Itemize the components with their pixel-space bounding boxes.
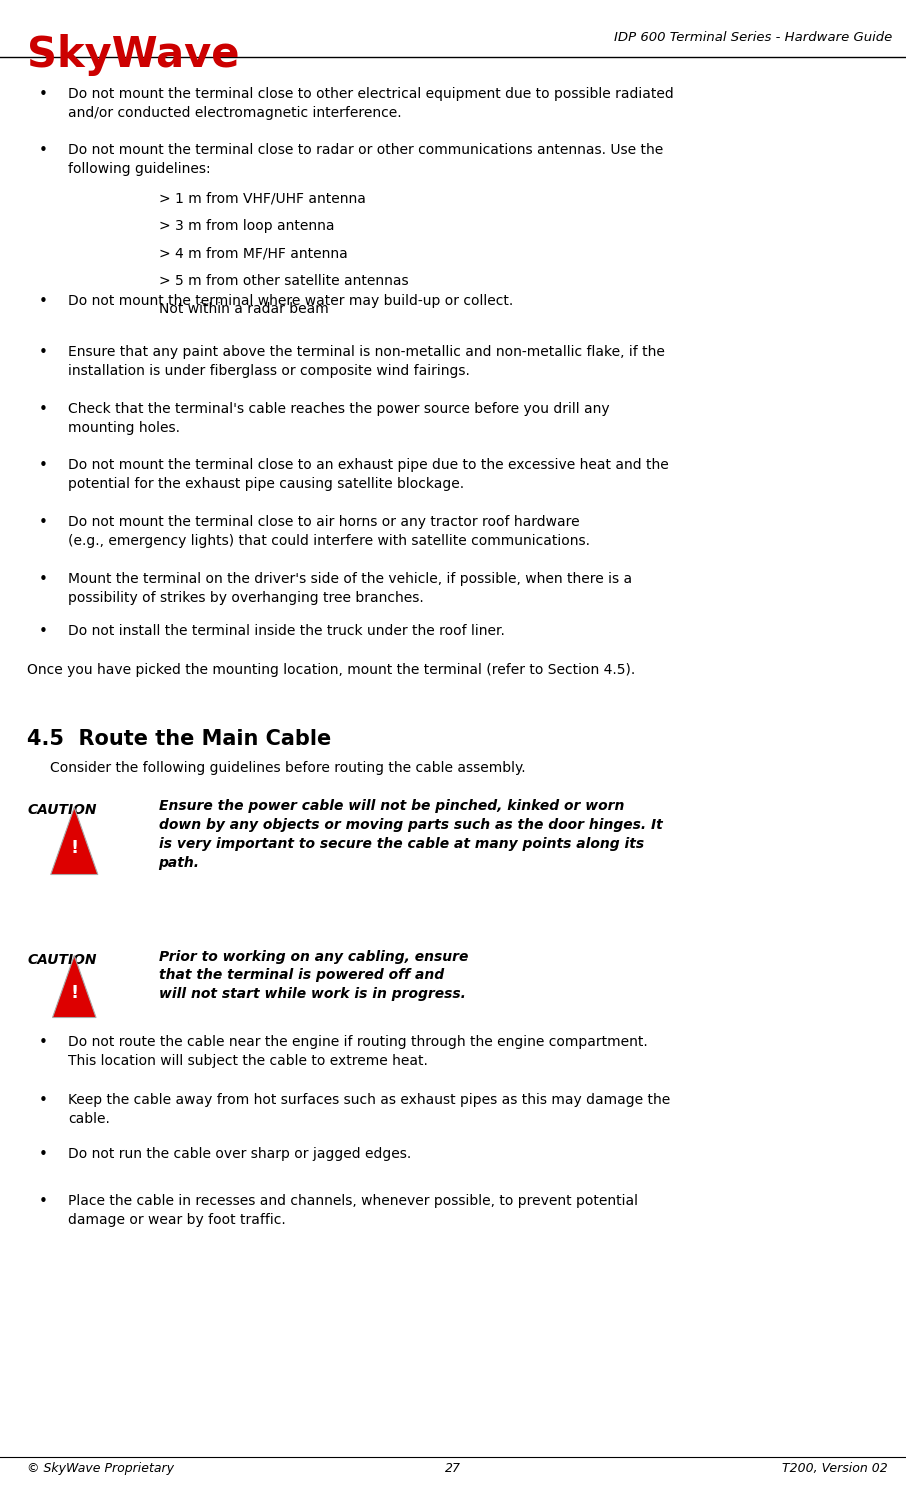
Text: Keep the cable away from hot surfaces such as exhaust pipes as this may damage t: Keep the cable away from hot surfaces su…	[68, 1093, 670, 1126]
Text: Consider the following guidelines before routing the cable assembly.: Consider the following guidelines before…	[50, 761, 525, 775]
Text: !: !	[71, 839, 78, 857]
Text: Do not mount the terminal close to radar or other communications antennas. Use t: Do not mount the terminal close to radar…	[68, 143, 663, 176]
Text: 4.5  Route the Main Cable: 4.5 Route the Main Cable	[27, 730, 332, 749]
Text: Do not mount the terminal where water may build-up or collect.: Do not mount the terminal where water ma…	[68, 294, 513, 308]
Text: Do not run the cable over sharp or jagged edges.: Do not run the cable over sharp or jagge…	[68, 1147, 411, 1160]
Text: Mount the terminal on the driver's side of the vehicle, if possible, when there : Mount the terminal on the driver's side …	[68, 572, 632, 605]
Text: Do not install the terminal inside the truck under the roof liner.: Do not install the terminal inside the t…	[68, 624, 505, 638]
Text: > 3 m from loop antenna: > 3 m from loop antenna	[159, 219, 334, 233]
Text: > 5 m from other satellite antennas: > 5 m from other satellite antennas	[159, 273, 409, 288]
Text: CAUTION: CAUTION	[27, 803, 97, 817]
Text: Do not mount the terminal close to an exhaust pipe due to the excessive heat and: Do not mount the terminal close to an ex…	[68, 458, 669, 491]
Text: IDP 600 Terminal Series - Hardware Guide: IDP 600 Terminal Series - Hardware Guide	[614, 31, 892, 45]
Text: Do not route the cable near the engine if routing through the engine compartment: Do not route the cable near the engine i…	[68, 1035, 648, 1067]
Text: 27: 27	[445, 1462, 461, 1475]
Text: •: •	[39, 345, 48, 360]
Text: SkyWave: SkyWave	[27, 34, 240, 76]
Text: •: •	[39, 572, 48, 587]
Text: •: •	[39, 402, 48, 417]
Text: •: •	[39, 1194, 48, 1209]
Text: Check that the terminal's cable reaches the power source before you drill any
mo: Check that the terminal's cable reaches …	[68, 402, 610, 434]
Text: Ensure that any paint above the terminal is non-metallic and non-metallic flake,: Ensure that any paint above the terminal…	[68, 345, 665, 378]
Text: !: !	[71, 984, 78, 1002]
Text: > 1 m from VHF/UHF antenna: > 1 m from VHF/UHF antenna	[159, 191, 365, 205]
Polygon shape	[51, 808, 98, 875]
Text: Do not mount the terminal close to other electrical equipment due to possible ra: Do not mount the terminal close to other…	[68, 87, 674, 119]
Text: •: •	[39, 624, 48, 639]
Polygon shape	[53, 956, 96, 1018]
Text: •: •	[39, 1093, 48, 1108]
Text: •: •	[39, 1035, 48, 1050]
Text: •: •	[39, 143, 48, 158]
Text: > 4 m from MF/HF antenna: > 4 m from MF/HF antenna	[159, 246, 347, 260]
Text: © SkyWave Proprietary: © SkyWave Proprietary	[27, 1462, 174, 1475]
Text: •: •	[39, 458, 48, 473]
Text: Not within a radar beam: Not within a radar beam	[159, 302, 328, 315]
Text: Place the cable in recesses and channels, whenever possible, to prevent potentia: Place the cable in recesses and channels…	[68, 1194, 638, 1227]
Text: •: •	[39, 515, 48, 530]
Text: •: •	[39, 294, 48, 309]
Text: Prior to working on any cabling, ensure
that the terminal is powered off and
wil: Prior to working on any cabling, ensure …	[159, 950, 467, 1002]
Text: CAUTION: CAUTION	[27, 953, 97, 966]
Text: T200, Version 02: T200, Version 02	[782, 1462, 888, 1475]
Text: Once you have picked the mounting location, mount the terminal (refer to Section: Once you have picked the mounting locati…	[27, 663, 635, 676]
Text: •: •	[39, 87, 48, 102]
Text: Do not mount the terminal close to air horns or any tractor roof hardware
(e.g.,: Do not mount the terminal close to air h…	[68, 515, 590, 548]
Text: •: •	[39, 1147, 48, 1162]
Text: Ensure the power cable will not be pinched, kinked or worn
down by any objects o: Ensure the power cable will not be pinch…	[159, 799, 662, 869]
